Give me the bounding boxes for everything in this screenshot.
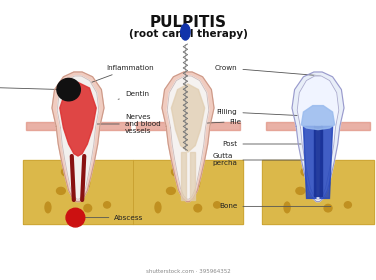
Polygon shape: [171, 84, 205, 152]
Ellipse shape: [284, 202, 290, 213]
Ellipse shape: [324, 204, 332, 212]
Ellipse shape: [62, 167, 73, 176]
Polygon shape: [297, 76, 339, 199]
Text: Inflammation: Inflammation: [83, 65, 154, 85]
Ellipse shape: [171, 167, 183, 176]
Text: (root canal therapy): (root canal therapy): [129, 29, 247, 39]
Polygon shape: [181, 152, 186, 200]
Text: File: File: [191, 119, 242, 125]
Text: Nerves
and blood
vessels: Nerves and blood vessels: [94, 114, 161, 134]
Polygon shape: [262, 160, 374, 224]
Ellipse shape: [214, 202, 220, 208]
Ellipse shape: [104, 202, 111, 208]
Polygon shape: [136, 122, 240, 130]
Ellipse shape: [181, 24, 190, 40]
Ellipse shape: [167, 187, 175, 194]
Text: Post: Post: [222, 141, 315, 147]
Polygon shape: [60, 82, 96, 156]
Text: Abscess: Abscess: [85, 214, 144, 221]
Polygon shape: [167, 76, 209, 199]
Polygon shape: [314, 126, 321, 196]
Polygon shape: [52, 72, 104, 202]
Text: Gutta
percha: Gutta percha: [212, 153, 307, 167]
Ellipse shape: [324, 177, 330, 188]
Text: PULPITIS: PULPITIS: [150, 15, 226, 30]
Ellipse shape: [45, 202, 51, 213]
Polygon shape: [162, 72, 214, 202]
Text: shutterstock.com · 395964352: shutterstock.com · 395964352: [146, 269, 230, 274]
Ellipse shape: [84, 204, 92, 212]
Ellipse shape: [57, 78, 80, 101]
Polygon shape: [301, 106, 335, 130]
Text: Bone: Bone: [219, 203, 331, 209]
Polygon shape: [266, 122, 370, 130]
Text: Filling: Filling: [217, 109, 321, 117]
Ellipse shape: [296, 187, 305, 194]
Circle shape: [66, 208, 85, 227]
Ellipse shape: [194, 204, 202, 212]
Text: Dentin: Dentin: [118, 91, 149, 99]
Polygon shape: [190, 152, 195, 200]
Ellipse shape: [56, 187, 65, 194]
Ellipse shape: [84, 177, 89, 188]
Polygon shape: [320, 126, 332, 199]
Polygon shape: [23, 160, 133, 224]
Polygon shape: [133, 160, 243, 224]
Polygon shape: [57, 76, 99, 199]
Ellipse shape: [155, 202, 161, 213]
Ellipse shape: [301, 167, 312, 176]
Polygon shape: [292, 72, 344, 202]
Ellipse shape: [344, 202, 352, 208]
Text: Dental caries: Dental caries: [0, 83, 61, 90]
Text: Crown: Crown: [215, 65, 320, 76]
Polygon shape: [303, 126, 316, 199]
Ellipse shape: [194, 177, 200, 188]
Polygon shape: [26, 122, 130, 130]
